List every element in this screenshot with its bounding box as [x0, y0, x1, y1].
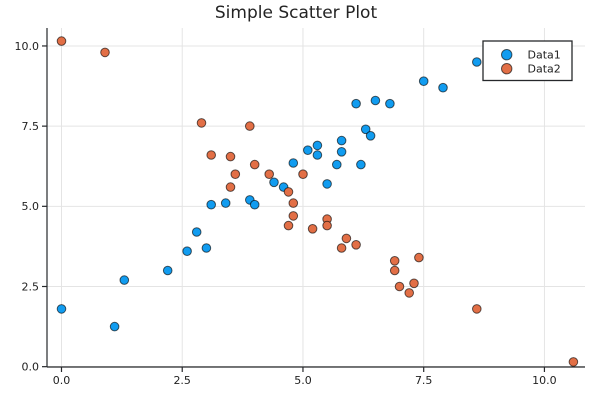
legend-label-data2: Data2	[528, 63, 561, 76]
point-data1	[356, 159, 366, 170]
point-data1	[336, 135, 347, 146]
y-tick-label: 2.5	[22, 280, 40, 293]
point-data2	[307, 224, 318, 234]
point-data2	[414, 252, 424, 263]
point-data2	[389, 265, 400, 276]
point-data2	[322, 220, 332, 231]
legend-label-data1: Data1	[528, 49, 561, 62]
point-data1	[322, 179, 332, 189]
point-data2	[225, 182, 236, 192]
point-data2	[394, 281, 405, 292]
point-data2	[472, 304, 482, 314]
point-data1	[418, 76, 429, 86]
point-data2	[283, 220, 294, 231]
point-data2	[264, 169, 275, 179]
x-tick-label: 5.0	[294, 374, 312, 387]
point-data1	[249, 199, 260, 210]
x-tick-label: 10.0	[532, 374, 557, 387]
point-data1	[312, 140, 323, 151]
legend-marker-data2-icon	[501, 62, 513, 75]
chart-title: Simple Scatter Plot	[215, 3, 378, 23]
point-data2	[56, 36, 67, 46]
point-data2	[298, 169, 308, 179]
tick-labels: 0.0 2.5 5.0 7.5 10.0 0.0 2.5 5.0 7.5 10.0	[15, 40, 557, 387]
point-data1	[56, 304, 67, 314]
point-data1	[119, 275, 130, 285]
point-data1	[438, 82, 448, 93]
point-data1	[288, 158, 299, 168]
point-data2	[206, 150, 216, 160]
point-data1	[336, 147, 347, 157]
point-data2	[288, 198, 299, 208]
point-data1	[332, 159, 342, 170]
point-data2	[283, 187, 294, 197]
point-data1	[312, 150, 323, 160]
point-data2	[225, 151, 236, 162]
y-tick-label: 7.5	[22, 120, 40, 133]
data-points	[56, 36, 579, 367]
y-tick-label: 0.0	[22, 361, 40, 374]
point-data2	[351, 240, 361, 250]
x-tick-label: 7.5	[415, 374, 433, 387]
point-data1	[182, 246, 192, 256]
legend-marker-data1-icon	[501, 49, 513, 61]
point-data1	[201, 243, 212, 253]
point-data2	[288, 211, 299, 221]
point-data1	[191, 227, 202, 237]
point-data1	[351, 98, 361, 109]
point-data1	[303, 145, 313, 155]
point-data2	[230, 169, 241, 179]
point-data1	[365, 131, 376, 141]
point-data1	[385, 98, 395, 109]
point-data2	[245, 121, 255, 131]
point-data1	[220, 198, 231, 208]
legend-box	[482, 40, 573, 82]
x-tick-label: 2.5	[173, 374, 191, 387]
legend: Data1 Data2	[482, 40, 573, 82]
point-data2	[409, 278, 419, 289]
y-tick-label: 5.0	[22, 200, 40, 213]
point-data2	[389, 256, 400, 266]
y-tick-label: 10.0	[15, 40, 40, 53]
point-data2	[568, 357, 579, 367]
point-data1	[269, 177, 279, 188]
point-data1	[370, 95, 381, 106]
x-tick-label: 0.0	[53, 374, 71, 387]
point-data1	[162, 265, 173, 276]
point-data1	[109, 321, 120, 332]
point-data1	[206, 199, 216, 210]
axes	[42, 28, 585, 372]
point-data2	[336, 243, 347, 253]
point-data2	[341, 233, 352, 244]
point-data1	[472, 57, 482, 67]
point-data2	[249, 159, 260, 170]
point-data1	[360, 124, 371, 135]
point-data2	[404, 288, 415, 298]
point-data2	[100, 47, 110, 58]
point-data2	[196, 118, 207, 128]
